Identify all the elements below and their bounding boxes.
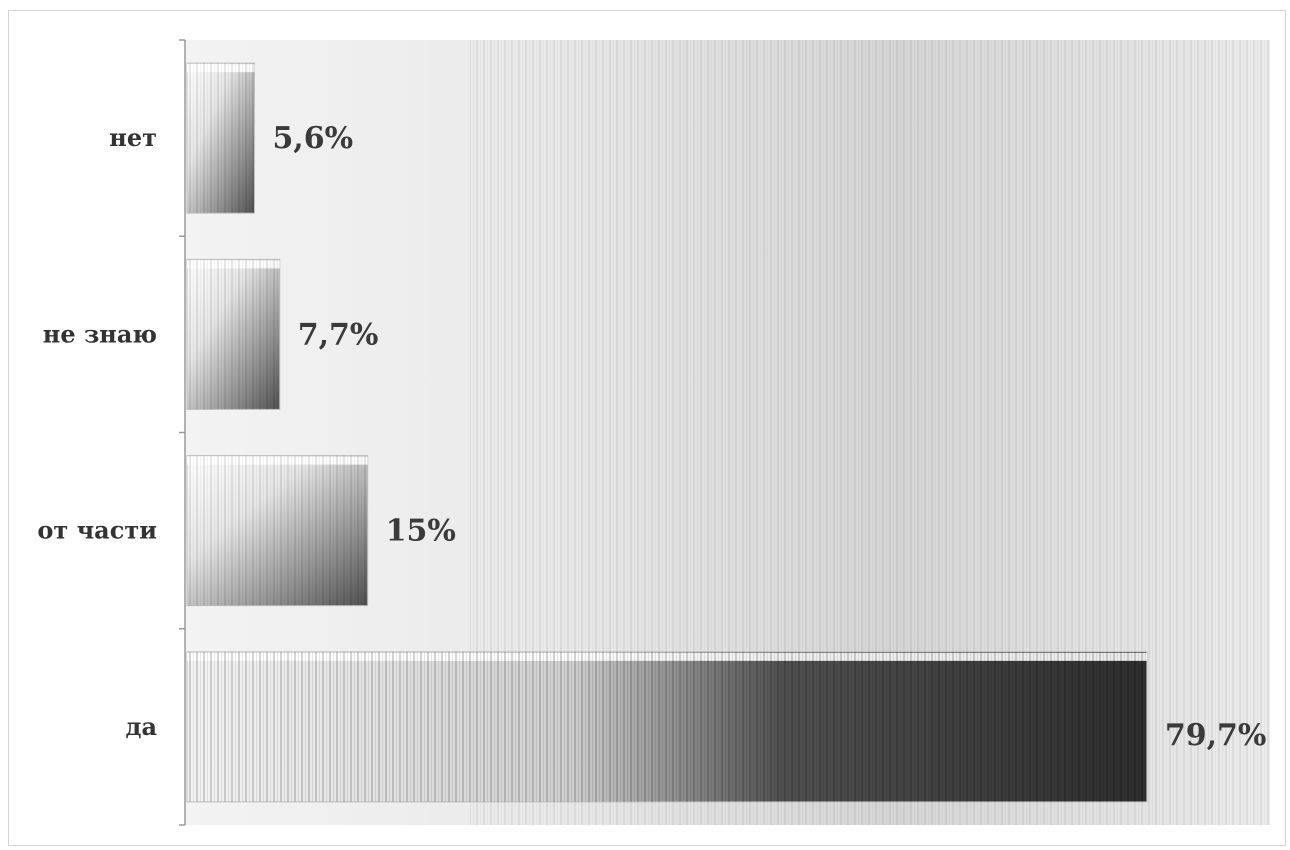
data-label: 7,7% (298, 317, 379, 352)
data-label: 15% (386, 514, 456, 549)
data-label: 5,6% (272, 121, 353, 156)
category-label: да (125, 712, 157, 741)
category-label: от части (37, 516, 157, 545)
data-label: 79,7% (1165, 718, 1267, 753)
bar-texture-3 (187, 651, 1147, 802)
bar-texture-2 (187, 455, 368, 606)
category-label: не знаю (43, 319, 157, 348)
chart-frame (8, 10, 1286, 846)
category-label: нет (109, 123, 157, 152)
bar-texture-1 (187, 259, 280, 410)
bar-texture-0 (187, 63, 255, 214)
